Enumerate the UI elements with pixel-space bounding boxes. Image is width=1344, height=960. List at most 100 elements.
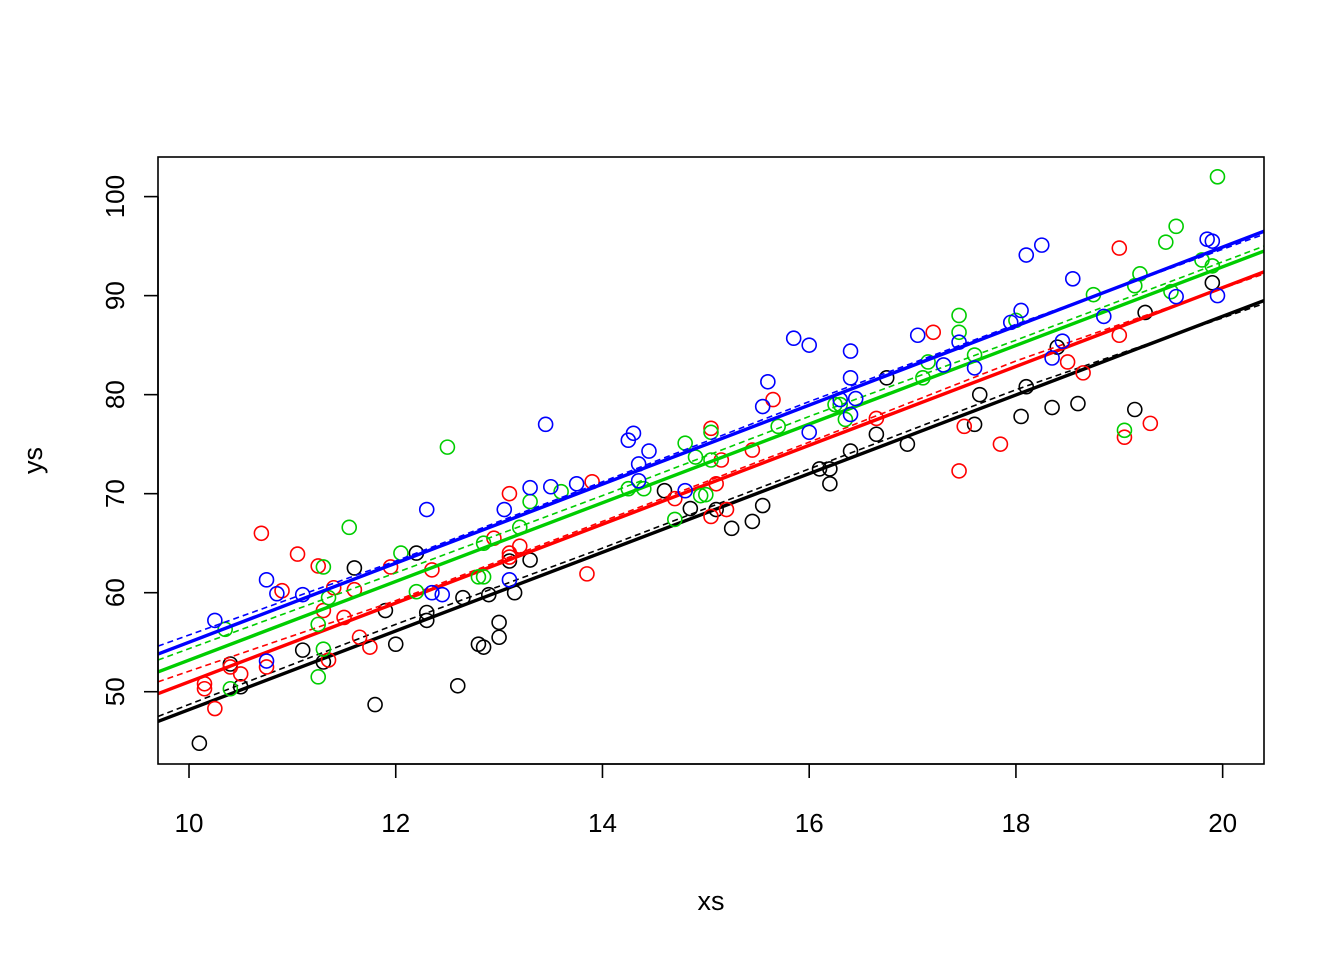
series-2-point bbox=[1116, 429, 1133, 446]
series-4-point bbox=[496, 501, 513, 518]
series-2-point bbox=[579, 566, 595, 582]
series-3-point bbox=[310, 616, 327, 633]
series-2-point bbox=[258, 659, 275, 675]
series-3-point bbox=[1158, 234, 1174, 250]
series-3-point bbox=[1204, 258, 1221, 274]
series-3-point bbox=[1209, 169, 1226, 185]
series-3-point bbox=[1132, 266, 1148, 282]
x-tick-label: 10 bbox=[175, 808, 204, 838]
series-1-point bbox=[1044, 399, 1060, 416]
series-3-point bbox=[475, 569, 492, 585]
series-4-fit-line bbox=[158, 229, 1264, 656]
series-4-point bbox=[842, 406, 859, 423]
series-3 bbox=[158, 169, 1264, 697]
series-4-point bbox=[842, 343, 859, 359]
series-2-point bbox=[1075, 365, 1091, 381]
series-3-point bbox=[1116, 422, 1133, 439]
series-4-point bbox=[630, 472, 647, 489]
series-3-smooth-line bbox=[158, 245, 1264, 661]
series-2-point bbox=[703, 508, 719, 525]
series-4-point bbox=[785, 330, 802, 347]
series-4-point bbox=[909, 327, 926, 344]
series-1-point bbox=[811, 461, 828, 477]
series-3-point bbox=[222, 680, 239, 697]
series-2-point bbox=[1059, 354, 1076, 370]
series-1-point bbox=[966, 416, 983, 433]
series-3-point bbox=[475, 535, 492, 551]
series-2-point bbox=[1142, 415, 1159, 432]
series-2-point bbox=[501, 485, 518, 502]
series-2 bbox=[158, 240, 1264, 717]
y-tick-label: 80 bbox=[100, 380, 130, 409]
y-tick-label: 70 bbox=[100, 479, 130, 508]
plot-content bbox=[158, 169, 1264, 752]
series-1-point bbox=[971, 386, 988, 403]
y-tick-label: 60 bbox=[100, 578, 130, 607]
series-3-point bbox=[837, 411, 854, 428]
series-1-point bbox=[744, 513, 761, 530]
series-4-point bbox=[760, 373, 776, 390]
series-1-point bbox=[491, 614, 507, 631]
series-4-point bbox=[1064, 270, 1081, 287]
series-3-point bbox=[439, 439, 456, 455]
series-4-point bbox=[801, 424, 818, 441]
x-tick-label: 14 bbox=[588, 808, 617, 838]
series-4-point bbox=[1054, 333, 1071, 349]
series-1-point bbox=[367, 696, 383, 713]
series-1-point bbox=[656, 482, 673, 499]
series-1-point bbox=[191, 735, 208, 752]
series-1-point bbox=[1070, 395, 1086, 412]
x-tick-label: 20 bbox=[1208, 808, 1237, 838]
series-3-point bbox=[951, 324, 967, 341]
series-3-point bbox=[341, 519, 358, 536]
series-4-point bbox=[754, 398, 771, 415]
series-2-point bbox=[1111, 240, 1128, 256]
x-axis-label: xs bbox=[698, 886, 725, 916]
series-4-point bbox=[424, 584, 440, 601]
y-axis-label: ys bbox=[18, 447, 48, 474]
series-1-point bbox=[868, 426, 885, 443]
x-tick-label: 18 bbox=[1001, 808, 1030, 838]
series-2-point bbox=[718, 501, 735, 518]
series-4-point bbox=[1204, 233, 1221, 249]
series-4-point bbox=[966, 360, 983, 376]
series-4-point bbox=[1044, 350, 1060, 366]
series-4-point bbox=[522, 479, 538, 496]
plot-frame bbox=[157, 156, 1265, 765]
series-4-point bbox=[542, 478, 559, 495]
series-1-point bbox=[491, 629, 507, 646]
series-4-point bbox=[258, 572, 275, 588]
series-2-point bbox=[207, 700, 223, 717]
series-2-point bbox=[310, 558, 327, 574]
series-4-point bbox=[847, 390, 864, 407]
series-3-point bbox=[470, 569, 487, 585]
series-4-point bbox=[269, 585, 285, 602]
series-3-point bbox=[310, 669, 327, 685]
series-3-point bbox=[698, 486, 714, 503]
series-4-point bbox=[1209, 287, 1226, 304]
series-4-point bbox=[1095, 308, 1112, 325]
series-1-point bbox=[754, 497, 771, 514]
series-1-fit-line bbox=[158, 298, 1264, 724]
series-1-point bbox=[1126, 401, 1143, 418]
series-2-point bbox=[351, 629, 368, 646]
series-2-point bbox=[196, 680, 213, 697]
series-3-point bbox=[667, 511, 683, 528]
series-4-point bbox=[935, 357, 952, 373]
series-1-point bbox=[346, 560, 363, 576]
y-tick-label: 50 bbox=[100, 677, 130, 706]
series-4-point bbox=[568, 475, 585, 492]
series-4-point bbox=[258, 653, 275, 669]
series-4-point bbox=[207, 612, 223, 629]
series-1-point bbox=[1013, 408, 1029, 425]
series-4-point bbox=[677, 482, 693, 499]
series-2-smooth-line bbox=[158, 273, 1264, 683]
series-2-point bbox=[362, 639, 378, 655]
series-2-point bbox=[289, 546, 306, 562]
series-1-point bbox=[723, 520, 740, 537]
series-4 bbox=[158, 229, 1264, 669]
series-4-point bbox=[434, 586, 451, 603]
series-2-point bbox=[232, 666, 249, 682]
